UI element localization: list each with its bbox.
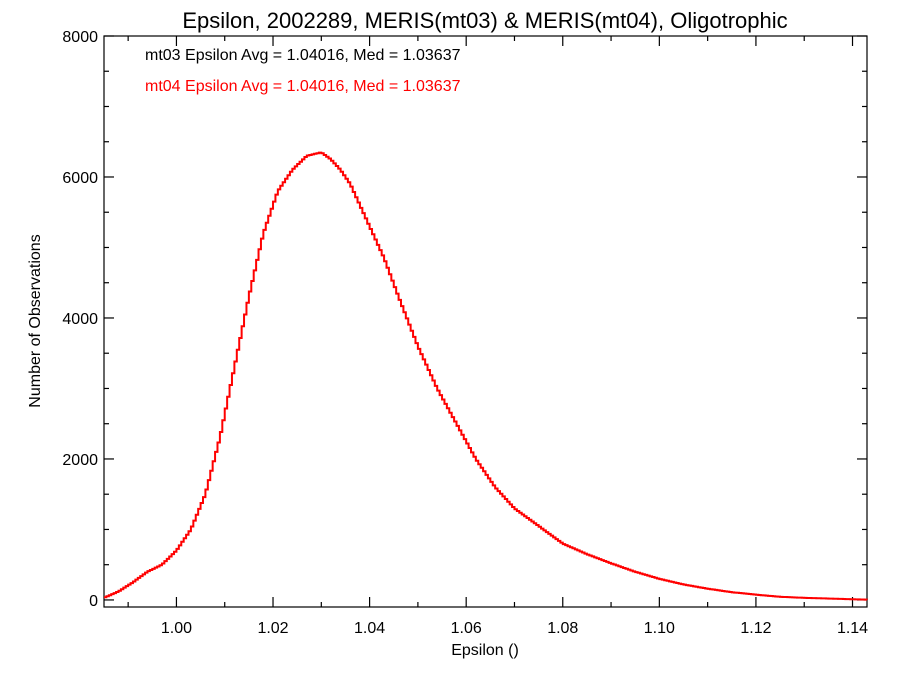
series-layer — [104, 151, 868, 601]
y-tick-label: 8000 — [62, 29, 98, 46]
x-tick-label: 1.14 — [837, 620, 868, 637]
x-tick-label: 1.12 — [740, 620, 771, 637]
x-tick-label: 1.00 — [161, 620, 192, 637]
y-tick-label: 2000 — [62, 452, 98, 469]
y-tick-label: 4000 — [62, 311, 98, 328]
histogram-series-line — [104, 151, 868, 601]
x-axis: 1.00 1.02 1.04 1.06 1.08 1.10 1.12 1.14 — [127, 36, 868, 637]
x-tick-label: 1.10 — [644, 620, 675, 637]
plot-frame — [103, 35, 868, 608]
x-axis-label: Epsilon () — [451, 642, 519, 659]
y-tick-label: 6000 — [62, 170, 98, 187]
x-tick-label: 1.04 — [354, 620, 385, 637]
y-axis: 0 2000 4000 6000 8000 — [62, 29, 867, 610]
y-axis-label: Number of Observations — [27, 234, 44, 407]
mt03-stats-annotation: mt03 Epsilon Avg = 1.04016, Med = 1.0363… — [145, 47, 461, 64]
mt04-stats-annotation: mt04 Epsilon Avg = 1.04016, Med = 1.0363… — [145, 78, 461, 95]
x-tick-label: 1.08 — [547, 620, 578, 637]
x-tick-label: 1.02 — [257, 620, 288, 637]
y-tick-label: 0 — [89, 593, 98, 610]
chart-title: Epsilon, 2002289, MERIS(mt03) & MERIS(mt… — [182, 8, 787, 33]
x-tick-label: 1.06 — [451, 620, 482, 637]
